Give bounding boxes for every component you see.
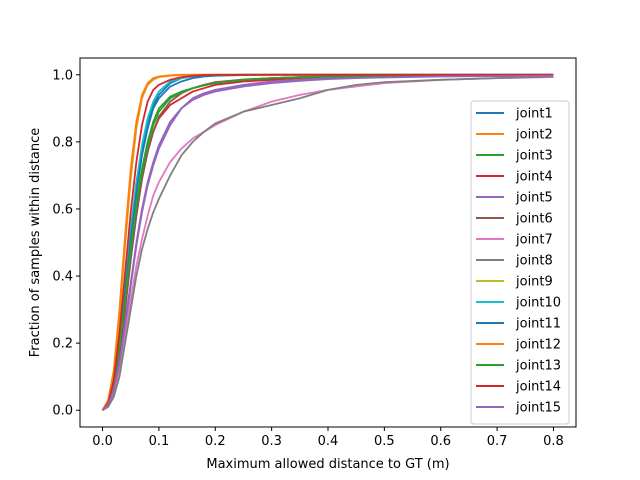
- x-tick-label: 0.8: [543, 434, 564, 449]
- series-line-joint8: [102, 75, 554, 412]
- legend-label-joint1: joint1: [515, 107, 553, 122]
- y-axis: 0.0 0.2 0.4 0.6 0.8 1.0: [52, 68, 80, 419]
- series-line-joint13: [101, 74, 554, 411]
- x-tick-label: 0.2: [205, 434, 226, 449]
- series-line-joint15: [101, 74, 554, 411]
- legend: joint1 joint2 joint3 joint4 joint5 joint6 join…: [470, 100, 570, 425]
- x-axis: 0.0 0.1 0.2 0.3 0.4 0.5 0.6 0.7 0.8: [92, 427, 564, 449]
- y-tick-label: 0.8: [52, 135, 73, 150]
- series-line-joint7: [101, 76, 554, 411]
- legend-label-joint12: joint12: [515, 338, 561, 353]
- x-tick-label: 0.0: [92, 434, 113, 449]
- legend-label-joint13: joint13: [515, 359, 561, 374]
- y-tick-label: 0.6: [52, 202, 73, 217]
- x-tick-label: 0.7: [487, 434, 508, 449]
- x-tick-label: 0.3: [261, 434, 282, 449]
- legend-label-joint5: joint5: [515, 191, 553, 206]
- x-tick-label: 0.5: [374, 434, 395, 449]
- legend-label-joint9: joint9: [515, 275, 553, 290]
- plot-lines: [101, 73, 554, 412]
- series-line-joint14: [101, 73, 554, 411]
- legend-label-joint15: joint15: [515, 401, 561, 416]
- legend-label-joint4: joint4: [515, 170, 553, 185]
- y-tick-label: 1.0: [52, 68, 73, 83]
- legend-label-joint2: joint2: [515, 128, 553, 143]
- x-tick-label: 0.6: [430, 434, 451, 449]
- legend-label-joint11: joint11: [515, 317, 561, 332]
- legend-label-joint14: joint14: [515, 380, 561, 395]
- x-axis-label: Maximum allowed distance to GT (m): [206, 457, 449, 472]
- legend-label-joint10: joint10: [515, 296, 561, 311]
- legend-label-joint8: joint8: [515, 254, 553, 269]
- legend-label-joint6: joint6: [515, 212, 553, 227]
- y-tick-label: 0.0: [52, 404, 73, 419]
- legend-label-joint7: joint7: [515, 233, 553, 248]
- y-axis-label: Fraction of samples within distance: [28, 128, 43, 358]
- x-tick-label: 0.4: [318, 434, 339, 449]
- y-tick-label: 0.2: [52, 337, 73, 352]
- x-tick-label: 0.1: [149, 434, 170, 449]
- y-tick-label: 0.4: [52, 270, 73, 285]
- legend-label-joint3: joint3: [515, 149, 553, 164]
